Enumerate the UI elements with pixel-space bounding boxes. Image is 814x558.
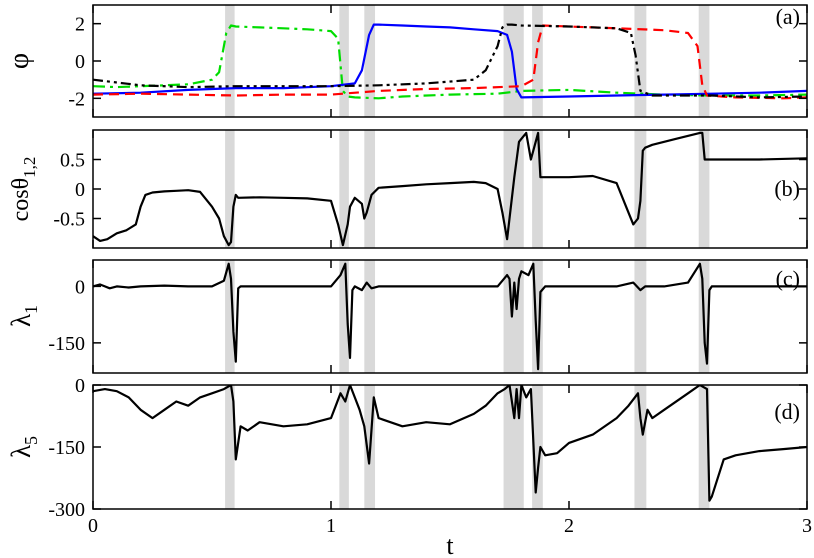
shaded-band xyxy=(634,385,647,509)
y-tick-label: -0.5 xyxy=(53,209,85,231)
shaded-regions xyxy=(225,385,710,509)
panel-d: -300 -150 0 0 1 2 3 (d) λ5 t xyxy=(6,375,812,558)
shaded-regions xyxy=(225,260,710,373)
shaded-band xyxy=(225,5,235,117)
y-tick-label: -150 xyxy=(48,333,85,355)
x-axis-label: t xyxy=(446,531,454,558)
panel-label: (a) xyxy=(776,4,800,29)
x-tick-label: 2 xyxy=(564,515,574,537)
y-axis-label: φ xyxy=(4,53,35,69)
y-ticks: -2 0 2 xyxy=(68,14,807,110)
shaded-band xyxy=(698,385,710,509)
axes-frame xyxy=(92,259,808,374)
y-tick-label: 0.5 xyxy=(60,150,85,172)
series-lines xyxy=(93,131,807,247)
shaded-band xyxy=(339,5,349,117)
shaded-band xyxy=(364,260,376,373)
series-line xyxy=(93,385,807,502)
shaded-band xyxy=(339,260,349,373)
series-line xyxy=(93,23,807,99)
x-ticks xyxy=(92,260,808,373)
y-tick-label: 0 xyxy=(75,276,85,298)
y-axis-label-main: λ xyxy=(6,445,36,458)
shaded-band xyxy=(225,385,235,509)
shaded-band xyxy=(532,385,543,509)
shaded-band xyxy=(532,130,543,248)
y-axis-label-subscript: 5 xyxy=(21,436,41,445)
y-ticks: -0.5 0 0.5 xyxy=(53,150,807,231)
x-tick-label: 3 xyxy=(802,515,812,537)
y-tick-label: 0 xyxy=(75,51,85,73)
series-line xyxy=(93,131,807,247)
x-ticks xyxy=(92,130,808,248)
x-ticks: 0 1 2 3 xyxy=(88,385,812,537)
series-lines xyxy=(93,23,807,100)
panel-label: (d) xyxy=(774,399,800,424)
panel-label: (c) xyxy=(776,266,800,291)
y-tick-label: -2 xyxy=(68,88,85,110)
panel-label: (b) xyxy=(774,176,800,201)
x-tick-label: 1 xyxy=(326,515,336,537)
shaded-regions xyxy=(225,5,710,117)
shaded-band xyxy=(634,260,647,373)
shaded-band xyxy=(532,5,543,117)
shaded-band xyxy=(698,5,710,117)
series-line xyxy=(93,24,807,100)
y-tick-label: 0 xyxy=(75,375,85,397)
y-tick-label: -300 xyxy=(48,499,85,521)
series-line xyxy=(93,23,807,99)
shaded-band xyxy=(364,130,376,248)
y-tick-label: 0 xyxy=(75,179,85,201)
shaded-band xyxy=(698,130,710,248)
shaded-band xyxy=(225,130,235,248)
shaded-band xyxy=(225,260,235,373)
series-lines xyxy=(93,262,807,371)
y-tick-label: -150 xyxy=(48,437,85,459)
shaded-regions xyxy=(225,130,710,248)
y-axis-label-subscript: 1,2 xyxy=(20,157,39,178)
y-axis-label-main: λ xyxy=(6,314,36,327)
y-axis-label-subscript: 1 xyxy=(21,305,41,314)
x-tick-label: 0 xyxy=(88,515,98,537)
y-tick-label: 2 xyxy=(75,14,85,36)
series-lines xyxy=(93,385,807,502)
panel-a: -2 0 2 (a) φ xyxy=(4,4,808,118)
y-axis-label-main: cosθ xyxy=(8,178,34,222)
panel-c: -150 0 (c) λ1 xyxy=(6,259,808,374)
shaded-band xyxy=(339,130,349,248)
y-axis-label: cosθ1,2 xyxy=(8,157,39,222)
shaded-band xyxy=(532,260,543,373)
x-ticks xyxy=(92,5,808,117)
y-axis-label: λ1 xyxy=(6,305,41,327)
shaded-band xyxy=(339,385,349,509)
panel-b: -0.5 0 0.5 (b) cosθ1,2 xyxy=(8,129,808,249)
shaded-band xyxy=(634,5,647,117)
y-ticks: -300 -150 0 xyxy=(48,375,807,521)
y-ticks: -150 0 xyxy=(48,276,807,355)
series-line xyxy=(93,262,807,371)
shaded-band xyxy=(364,5,376,117)
y-axis-label: λ5 xyxy=(6,436,41,458)
